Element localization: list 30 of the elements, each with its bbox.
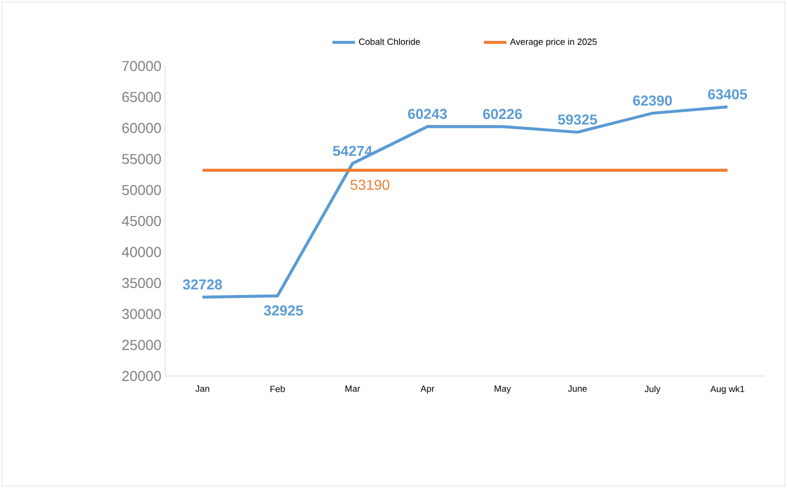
legend-label: Average price in 2025	[510, 38, 597, 47]
x-tick-label: Mar	[346, 386, 360, 392]
data-label: 63405	[708, 89, 748, 100]
x-tick-label: May	[494, 386, 511, 394]
y-tick-label: 55000	[122, 154, 161, 164]
data-label: 32925	[264, 305, 304, 316]
y-tick-label: 30000	[122, 308, 161, 320]
data-label: 60226	[483, 108, 522, 120]
x-tick-label: Feb	[270, 386, 285, 392]
data-label: 59325	[558, 114, 598, 125]
y-tick-label: 60000	[122, 122, 161, 134]
y-tick-label: 70000	[122, 60, 161, 72]
data-label: 62390	[633, 95, 672, 106]
y-tick-label: 50000	[122, 184, 161, 196]
x-tick-label: July	[644, 386, 660, 394]
x-tick-label: Aug wk1	[710, 386, 744, 394]
legend-label: Cobalt Chloride	[359, 38, 420, 45]
x-tick-label: Jan	[195, 386, 210, 392]
x-tick-label: June	[568, 386, 587, 392]
y-tick-label: 40000	[122, 246, 161, 258]
y-tick-label: 35000	[122, 278, 161, 288]
data-label: 54274	[332, 146, 372, 156]
data-label: 60243	[408, 108, 447, 119]
y-tick-label: 45000	[122, 216, 161, 226]
data-label: 53190	[350, 180, 390, 190]
x-tick-label: Apr	[420, 386, 434, 394]
y-tick-label: 65000	[122, 92, 161, 102]
y-tick-label: 20000	[122, 370, 161, 382]
y-tick-label: 25000	[122, 340, 161, 350]
data-label: 32728	[182, 279, 222, 290]
